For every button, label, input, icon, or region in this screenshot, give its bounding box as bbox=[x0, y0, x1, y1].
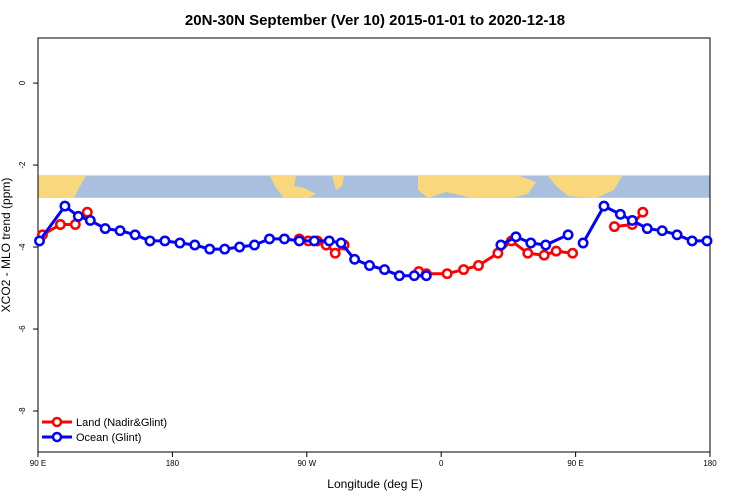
y-tick-label: -4 bbox=[18, 243, 27, 251]
legend-item-ocean: Ocean (Glint) bbox=[42, 431, 141, 444]
legend: Land (Nadir&Glint) Ocean (Glint) bbox=[42, 416, 167, 444]
data-point bbox=[522, 247, 534, 259]
legend-label-land: Land (Nadir&Glint) bbox=[76, 417, 167, 429]
data-point bbox=[329, 247, 341, 259]
data-point bbox=[219, 243, 231, 255]
series-layer bbox=[34, 200, 713, 282]
data-point bbox=[473, 260, 484, 271]
data-point bbox=[540, 239, 552, 251]
y-axis-label: XCO2 - MLO trend (ppm) bbox=[0, 178, 13, 313]
map-ocean bbox=[38, 175, 710, 198]
data-point bbox=[59, 200, 71, 212]
data-point bbox=[144, 235, 156, 247]
y-tick-label: 0 bbox=[18, 80, 27, 85]
data-point bbox=[671, 229, 683, 241]
x-tick-label: 180 bbox=[703, 459, 717, 468]
chart-title: 20N-30N September (Ver 10) 2015-01-01 to… bbox=[185, 12, 565, 29]
legend-item-land: Land (Nadir&Glint) bbox=[42, 416, 167, 429]
data-point bbox=[364, 260, 375, 271]
data-point bbox=[408, 270, 420, 282]
data-point bbox=[510, 231, 522, 243]
plot-frame bbox=[37, 37, 711, 453]
data-point bbox=[577, 237, 589, 249]
data-point bbox=[114, 225, 126, 237]
map-land-0 bbox=[38, 176, 86, 198]
data-point bbox=[34, 235, 45, 247]
y-tick-label: -8 bbox=[18, 407, 27, 415]
data-point bbox=[441, 268, 453, 280]
data-point bbox=[278, 233, 290, 245]
map-land-1 bbox=[270, 176, 316, 198]
y-tick-label: -2 bbox=[18, 161, 27, 169]
legend-label-ocean: Ocean (Glint) bbox=[76, 432, 141, 444]
data-point bbox=[598, 200, 610, 212]
y-axis: 0 -2 -4 -6 -8 bbox=[18, 80, 38, 415]
data-point bbox=[495, 239, 507, 251]
data-point bbox=[608, 221, 620, 233]
world-map-strip bbox=[38, 175, 710, 198]
data-point bbox=[567, 247, 579, 259]
data-point bbox=[349, 253, 361, 265]
x-tick-label: 90 E bbox=[567, 459, 583, 468]
data-point bbox=[656, 225, 668, 237]
x-axis-label: Longitude (deg E) bbox=[327, 477, 422, 491]
data-point bbox=[174, 237, 186, 249]
data-point bbox=[293, 235, 305, 247]
data-point bbox=[538, 249, 550, 261]
map-land-3 bbox=[418, 176, 536, 198]
data-point bbox=[701, 235, 713, 247]
data-point bbox=[72, 210, 84, 222]
data-point bbox=[99, 223, 111, 235]
data-point bbox=[308, 235, 320, 247]
map-land-2 bbox=[332, 176, 344, 190]
data-point bbox=[641, 223, 653, 235]
data-point bbox=[614, 208, 626, 220]
data-point bbox=[525, 237, 537, 249]
x-tick-label: 180 bbox=[166, 459, 180, 468]
data-point bbox=[379, 264, 390, 276]
data-point bbox=[626, 214, 638, 226]
series-ocean bbox=[34, 200, 713, 282]
data-point bbox=[393, 270, 405, 282]
data-point bbox=[686, 235, 698, 247]
data-point bbox=[335, 237, 347, 249]
data-point bbox=[189, 239, 201, 251]
data-point bbox=[54, 219, 66, 230]
data-point bbox=[204, 243, 216, 255]
data-point bbox=[550, 245, 562, 257]
data-point bbox=[562, 229, 574, 241]
x-axis: 90 E 180 90 W 0 90 E 180 bbox=[30, 452, 717, 468]
data-point bbox=[129, 229, 141, 241]
data-point bbox=[84, 214, 96, 226]
data-point bbox=[264, 233, 275, 245]
data-point bbox=[234, 241, 246, 253]
data-point bbox=[458, 264, 470, 276]
map-land-4 bbox=[548, 176, 622, 198]
x-tick-label: 90 E bbox=[30, 459, 46, 468]
data-point bbox=[159, 235, 171, 247]
data-point bbox=[249, 239, 260, 251]
data-point bbox=[637, 206, 649, 218]
data-point bbox=[420, 270, 432, 282]
x-tick-label: 0 bbox=[439, 459, 444, 468]
data-point bbox=[323, 235, 335, 247]
y-tick-label: -6 bbox=[18, 325, 27, 333]
x-tick-label: 90 W bbox=[297, 459, 316, 468]
